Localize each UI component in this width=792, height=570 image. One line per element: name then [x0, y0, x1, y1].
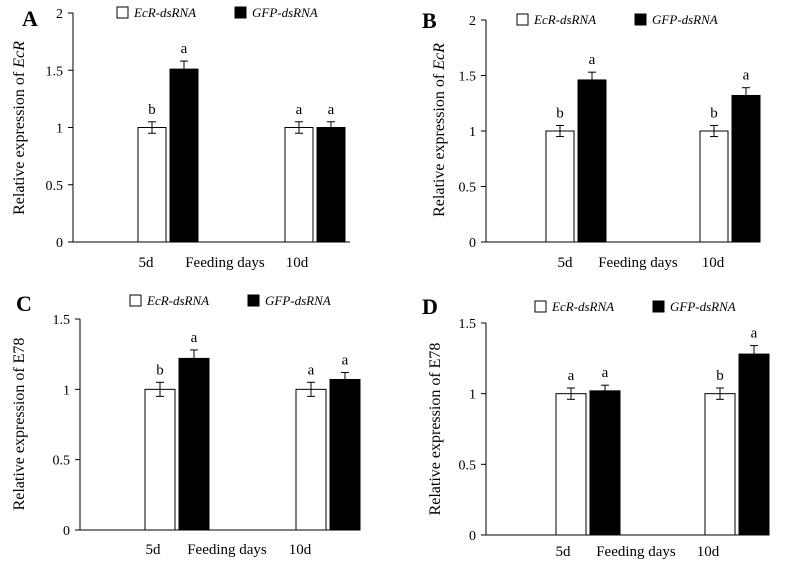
significance-letter: a [342, 352, 349, 368]
chart-panel-d: D 0 0.5 1 1.5 Relative expression of E78 a a 5d b… [422, 294, 770, 560]
x-tick-label: 5d [146, 542, 162, 558]
significance-letter: a [308, 362, 315, 378]
bar-ecr-dsrna-5d [555, 393, 587, 536]
legend-label: EcR-dsRNA [133, 5, 196, 20]
bar-gfp-dsrna-5d [589, 390, 621, 536]
y-tick-label: 1.5 [459, 70, 477, 85]
significance-letter: a [589, 52, 596, 68]
legend-swatch [116, 6, 129, 19]
x-tick-label: 5d [556, 544, 572, 560]
y-tick-label: 2 [469, 14, 476, 29]
x-tick-label: 5d [139, 255, 155, 271]
y-axis-label-text: Relative expression of E78 [427, 343, 444, 516]
y-tick-label: 1 [56, 122, 63, 137]
bar-ecr-dsrna-10d [284, 127, 314, 243]
bar-ecr-dsrna-10d [295, 388, 327, 531]
y-axis-label: Relative expression of E78 [427, 343, 444, 516]
significance-letter: b [556, 105, 564, 121]
significance-letter: b [710, 105, 718, 121]
significance-letter: a [191, 330, 198, 346]
x-tick-label: 5d [558, 255, 574, 271]
legend-swatch [634, 13, 647, 26]
y-axis-label-text: Relative expression of [431, 70, 448, 217]
y-tick-label: 0 [469, 236, 476, 251]
panel-letter: A [22, 6, 38, 31]
bar-gfp-dsrna-10d [738, 353, 770, 536]
legend-swatch [516, 13, 529, 26]
legend-label: EcR-dsRNA [533, 12, 596, 27]
y-tick-label: 2 [56, 7, 63, 22]
y-tick-label: 1.5 [53, 313, 71, 328]
significance-letter: a [181, 41, 188, 57]
y-tick-label: 1 [63, 383, 70, 398]
y-axis-label-text: Relative expression of E78 [11, 338, 28, 511]
bar-gfp-dsrna-10d [731, 94, 761, 243]
x-axis-label: Feeding days [185, 255, 265, 271]
y-axis-label: Relative expression of E78 [11, 338, 28, 511]
y-tick-label: 1 [469, 125, 476, 140]
legend-label: GFP-dsRNA [652, 12, 718, 27]
y-tick-label: 0.5 [46, 179, 64, 194]
y-tick-label: 0.5 [459, 458, 477, 473]
bar-ecr-dsrna-5d [137, 127, 167, 243]
panel-letter: B [422, 8, 437, 33]
bar-gfp-dsrna-5d [577, 79, 607, 243]
bar-ecr-dsrna-10d [699, 130, 729, 243]
legend-label: EcR-dsRNA [551, 299, 614, 314]
legend-label: GFP-dsRNA [670, 299, 736, 314]
panel-letter: D [422, 294, 438, 319]
y-tick-label: 1 [469, 388, 476, 403]
legend-label: GFP-dsRNA [265, 293, 331, 308]
legend-swatch [234, 6, 247, 19]
chart-panel-b: B 0 0.5 1 1.5 2 Relative expression of EcR b a 5d… [422, 8, 761, 271]
y-axis-label-gene: EcR [431, 43, 448, 71]
y-tick-label: 0 [469, 529, 476, 544]
bar-ecr-dsrna-5d [144, 388, 176, 531]
x-axis-label: Feeding days [596, 544, 676, 560]
chart-panel-c: C 0 0.5 1 1.5 Relative expression of E78 b a 5d a… [11, 291, 361, 558]
significance-letter: a [296, 102, 303, 118]
legend-label: EcR-dsRNA [146, 293, 209, 308]
y-tick-label: 0.5 [53, 454, 71, 469]
bar-ecr-dsrna-10d [704, 393, 736, 536]
y-tick-label: 0 [56, 236, 63, 251]
bar-gfp-dsrna-10d [329, 378, 361, 531]
significance-letter: a [568, 368, 575, 384]
bar-gfp-dsrna-10d [316, 127, 346, 243]
significance-letter: a [602, 365, 609, 381]
x-axis-label: Feeding days [598, 255, 678, 271]
y-axis-label: Relative expression of EcR [11, 41, 28, 215]
chart-panel-a: A 0 0.5 1 1.5 2 Relative expression of EcR b a 5d… [11, 5, 350, 271]
y-tick-label: 0.5 [459, 181, 477, 196]
y-axis-label-gene: EcR [11, 41, 28, 69]
bar-gfp-dsrna-5d [169, 68, 199, 243]
legend-swatch [247, 294, 260, 307]
significance-letter: a [328, 102, 335, 118]
x-tick-label: 10d [286, 255, 309, 271]
y-axis-label-text: Relative expression of [11, 68, 28, 215]
x-tick-label: 10d [697, 544, 720, 560]
significance-letter: b [716, 368, 724, 384]
significance-letter: b [156, 362, 164, 378]
panel-letter: C [16, 291, 32, 316]
significance-letter: a [751, 326, 758, 342]
y-tick-label: 1.5 [46, 64, 64, 79]
bar-ecr-dsrna-5d [545, 130, 575, 243]
legend-label: GFP-dsRNA [252, 5, 318, 20]
legend-swatch [652, 300, 665, 313]
x-tick-label: 10d [702, 255, 725, 271]
legend-swatch [534, 300, 547, 313]
x-axis-label: Feeding days [187, 542, 267, 558]
y-axis-label: Relative expression of EcR [431, 43, 448, 217]
legend-swatch [129, 294, 142, 307]
y-tick-label: 0 [63, 524, 70, 539]
significance-letter: a [743, 68, 750, 84]
significance-letter: b [148, 102, 156, 118]
y-tick-label: 1.5 [459, 317, 477, 332]
bar-gfp-dsrna-5d [178, 357, 210, 531]
x-tick-label: 10d [289, 542, 312, 558]
